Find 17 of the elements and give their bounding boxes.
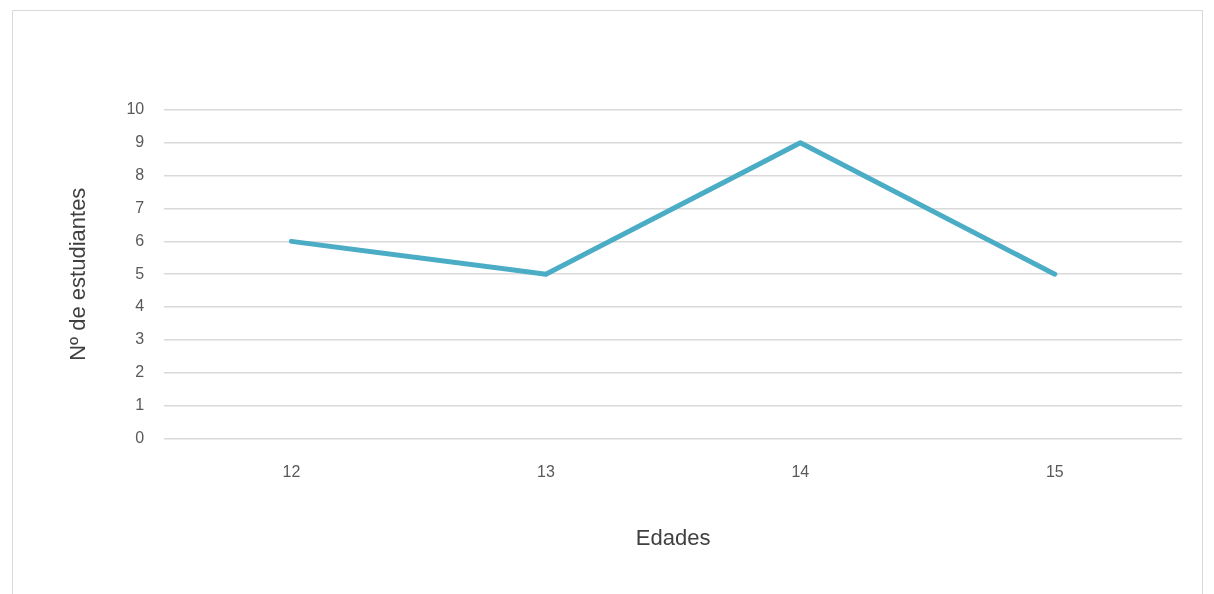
y-tick-label: 7 (135, 198, 145, 216)
y-tick-label: 10 (126, 100, 145, 118)
y-axis-title: Nº de estudiantes (65, 187, 91, 361)
y-tick-label: 9 (135, 133, 145, 151)
y-tick-label: 1 (135, 395, 145, 413)
x-axis-title: Edades (635, 524, 711, 550)
y-tick-label: 0 (135, 428, 145, 446)
x-tick-label: 12 (282, 463, 301, 481)
x-tick-label: 13 (536, 463, 555, 481)
y-tick-label: 4 (135, 297, 145, 315)
y-tick-label: 6 (135, 231, 145, 249)
x-tick-label: 14 (791, 463, 810, 481)
x-tick-label: 15 (1045, 463, 1064, 481)
y-tick-label: 5 (135, 264, 145, 282)
y-tick-label: 8 (135, 166, 145, 184)
y-tick-label: 3 (135, 330, 145, 348)
y-tick-label: 2 (135, 363, 145, 381)
